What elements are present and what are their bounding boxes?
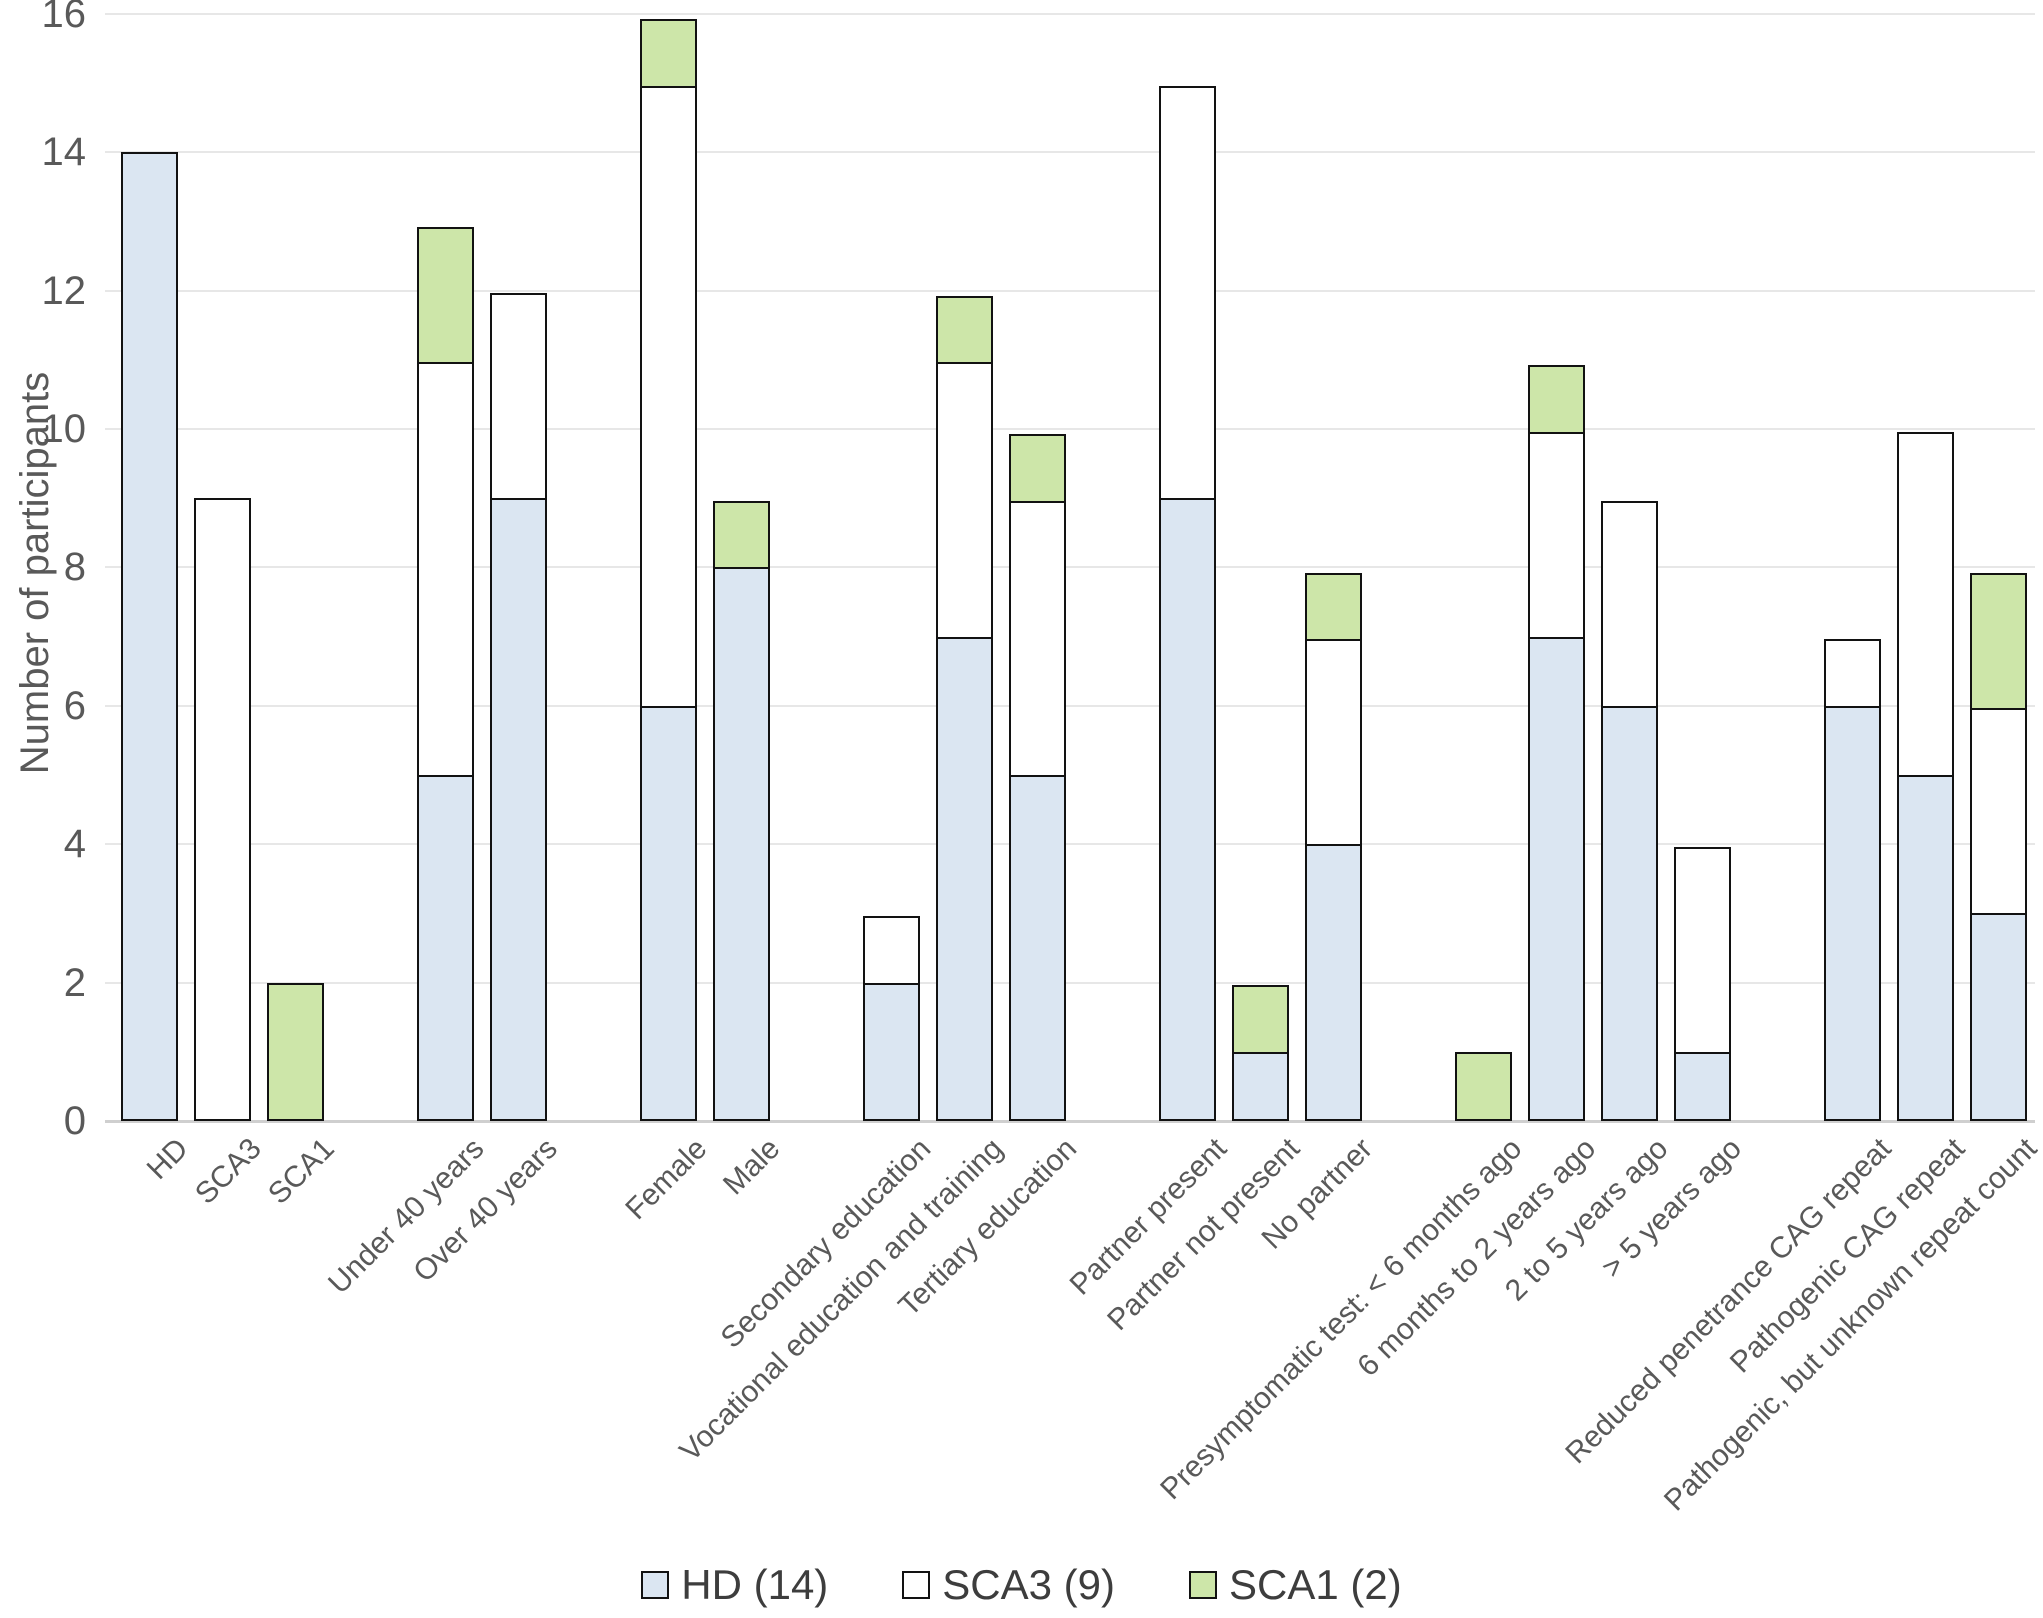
bar-segment-hd xyxy=(1305,844,1362,1121)
bar xyxy=(121,152,178,1121)
bar xyxy=(490,293,547,1121)
bar-segment-sca3 xyxy=(863,915,920,986)
bar-segment-sca1 xyxy=(713,500,770,570)
bar xyxy=(1232,985,1289,1121)
bar xyxy=(1305,572,1362,1121)
legend-label: SCA1 (2) xyxy=(1229,1561,1402,1608)
x-tick-label: Male xyxy=(717,1132,787,1202)
bar-segment-hd xyxy=(1528,636,1585,1121)
bar xyxy=(1601,500,1658,1121)
legend-label: HD (14) xyxy=(681,1561,829,1608)
bar-segment-sca1 xyxy=(1970,572,2027,711)
bar-segment-hd xyxy=(121,152,178,1121)
bar-segment-sca1 xyxy=(267,982,324,1121)
x-axis-line xyxy=(105,1120,2035,1123)
y-tick-label: 2 xyxy=(63,960,86,1005)
x-tick-label: SCA1 xyxy=(262,1132,341,1211)
bar-segment-hd xyxy=(1159,498,1216,1121)
gridline xyxy=(105,704,2035,707)
legend-item: SCA3 (9) xyxy=(902,1562,1115,1608)
legend-item: HD (14) xyxy=(641,1562,828,1608)
bar-segment-sca3 xyxy=(1824,639,1881,709)
gridline xyxy=(105,981,2035,984)
bar-segment-hd xyxy=(1674,1051,1731,1121)
bar-segment-hd xyxy=(863,982,920,1121)
y-tick-label: 12 xyxy=(41,268,87,313)
bar xyxy=(1824,639,1881,1121)
bar xyxy=(713,500,770,1121)
bar-segment-sca3 xyxy=(1970,708,2027,916)
x-tick-label: SCA3 xyxy=(189,1132,268,1211)
bar-segment-sca3 xyxy=(936,362,993,640)
bar xyxy=(1528,364,1585,1121)
bar-segment-hd xyxy=(1897,775,1954,1121)
bar-segment-sca3 xyxy=(1305,639,1362,847)
bar-segment-sca3 xyxy=(1528,431,1585,640)
legend-swatch xyxy=(902,1571,931,1599)
gridline xyxy=(105,428,2035,431)
x-tick-label: Female xyxy=(619,1132,714,1227)
y-tick-label: 0 xyxy=(63,1099,86,1143)
bar-segment-hd xyxy=(1970,913,2027,1121)
legend-item: SCA1 (2) xyxy=(1189,1562,1402,1608)
bar-segment-sca3 xyxy=(1159,85,1216,501)
bar-segment-hd xyxy=(1824,705,1881,1121)
bar-segment-sca1 xyxy=(936,295,993,365)
bar-segment-sca3 xyxy=(417,362,474,778)
bar-segment-hd xyxy=(417,775,474,1121)
bar-segment-sca1 xyxy=(1528,364,1585,435)
y-tick-label: 8 xyxy=(63,545,86,590)
bar-segment-hd xyxy=(1601,705,1658,1121)
bar-segment-sca1 xyxy=(1455,1051,1512,1121)
bar-segment-hd xyxy=(936,636,993,1121)
bar-segment-hd xyxy=(1232,1051,1289,1121)
legend-swatch xyxy=(1189,1571,1218,1599)
bar-segment-hd xyxy=(713,567,770,1121)
bar-segment-sca1 xyxy=(1009,434,1066,504)
bar xyxy=(863,915,920,1121)
gridline xyxy=(105,289,2035,292)
bar-segment-sca1 xyxy=(1232,985,1289,1055)
bar-segment-sca3 xyxy=(1601,500,1658,709)
y-tick-label: 6 xyxy=(63,683,86,728)
bar xyxy=(1455,1051,1512,1121)
bar-segment-sca1 xyxy=(1305,572,1362,642)
bar-segment-hd xyxy=(640,705,697,1121)
bar xyxy=(1897,431,1954,1121)
gridline xyxy=(105,151,2035,154)
bar xyxy=(640,18,697,1121)
y-tick-label: 10 xyxy=(41,407,87,452)
legend-label: SCA3 (9) xyxy=(942,1561,1116,1608)
bar xyxy=(1674,846,1731,1121)
gridline xyxy=(105,566,2035,569)
bar-segment-sca1 xyxy=(417,226,474,365)
bar xyxy=(1970,572,2027,1121)
bar xyxy=(936,295,993,1121)
y-tick-label: 4 xyxy=(63,822,86,867)
y-tick-label: 16 xyxy=(41,0,87,36)
bar-segment-hd xyxy=(490,498,547,1121)
bar-segment-sca3 xyxy=(1674,846,1731,1055)
bar xyxy=(194,498,251,1121)
bar-segment-sca3 xyxy=(1897,431,1954,778)
y-tick-label: 14 xyxy=(41,130,87,175)
bar-segment-sca3 xyxy=(1009,500,1066,778)
gridline xyxy=(105,843,2035,846)
bar-segment-hd xyxy=(1009,775,1066,1121)
bar-segment-sca3 xyxy=(640,85,697,709)
bar xyxy=(1159,85,1216,1121)
bar xyxy=(1009,434,1066,1121)
legend: HD (14) SCA3 (9) SCA1 (2) xyxy=(0,1562,2043,1608)
bar xyxy=(267,982,324,1121)
bar xyxy=(417,226,474,1121)
x-tick-label: HD xyxy=(140,1132,195,1186)
bar-segment-sca3 xyxy=(490,293,547,501)
bar-segment-sca3 xyxy=(194,498,251,1121)
bar-segment-sca1 xyxy=(640,18,697,89)
gridline xyxy=(105,12,2035,15)
legend-swatch xyxy=(641,1571,670,1599)
